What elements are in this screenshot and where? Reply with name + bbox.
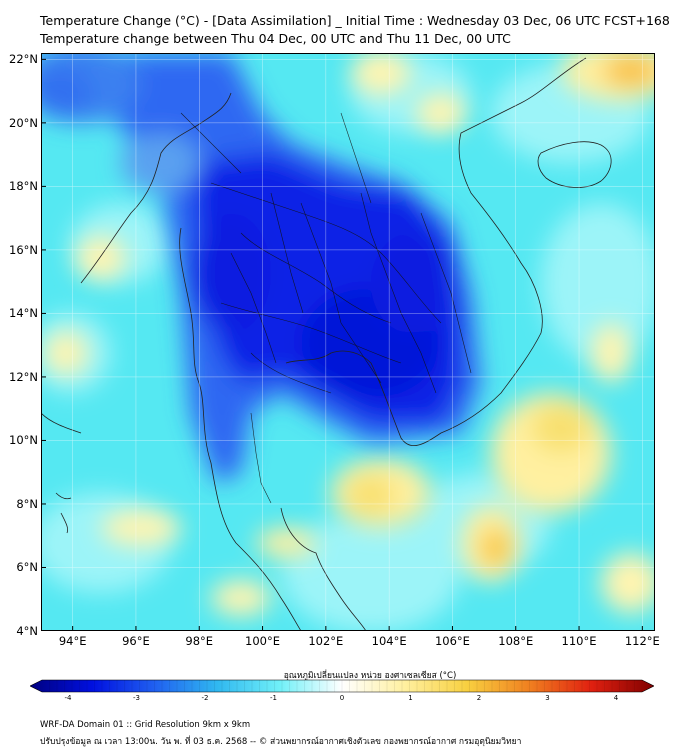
- colorbar-title: อุณหภูมิเปลี่ยนแปลง หน่วย องศาเซลเซียส (…: [283, 671, 457, 681]
- lon-label: 96°E: [122, 634, 150, 648]
- admin-borders: [180, 112, 472, 504]
- colorbar: [30, 679, 654, 693]
- update-credit: ปรับปรุงข้อมูล ณ เวลา 13:00น. วัน พ. ที่…: [40, 737, 522, 747]
- colorbar-tick-label: -4: [64, 694, 72, 702]
- lat-label: 4°N: [16, 624, 38, 638]
- lon-label: 94°E: [58, 634, 87, 648]
- map-title: Temperature Change (°C) - [Data Assimila…: [40, 13, 670, 28]
- lon-label: 102°E: [308, 634, 344, 648]
- lat-label: 20°N: [9, 115, 38, 130]
- lat-label: 14°N: [9, 306, 38, 321]
- colorbar-tick-label: -3: [133, 694, 140, 702]
- lat-label: 6°N: [16, 560, 38, 575]
- lon-label: 98°E: [185, 634, 214, 648]
- temperature-change-map: [41, 53, 655, 631]
- axis-ticks: [41, 58, 643, 631]
- lon-label: 108°E: [498, 634, 534, 648]
- map-subtitle: Temperature change between Thu 04 Dec, 0…: [40, 31, 511, 46]
- lat-label: 18°N: [9, 179, 38, 194]
- lat-label: 12°N: [9, 369, 38, 384]
- coastlines: [41, 57, 612, 631]
- lat-label: 10°N: [9, 433, 38, 448]
- colorbar-tick-label: 3: [545, 694, 550, 702]
- colorbar-tick-label: 4: [613, 694, 619, 702]
- map-panel: [41, 53, 655, 631]
- colorbar-tick-label: -2: [201, 694, 209, 702]
- lon-label: 100°E: [245, 634, 281, 648]
- colorbar-tick-label: 1: [408, 694, 413, 702]
- lat-label: 8°N: [16, 496, 38, 511]
- lat-label: 22°N: [9, 52, 38, 67]
- colorbar-tick-label: 0: [339, 694, 345, 702]
- colorbar-tick-label: 2: [476, 694, 482, 702]
- lon-label: 106°E: [434, 634, 470, 648]
- lon-label: 110°E: [561, 634, 597, 648]
- colorbar-tick-label: -1: [270, 694, 277, 702]
- lat-label: 16°N: [9, 242, 38, 257]
- model-info: WRF-DA Domain 01 :: Grid Resolution 9km …: [40, 720, 251, 730]
- lon-label: 112°E: [624, 634, 660, 648]
- lon-label: 104°E: [371, 634, 407, 648]
- map-frame: [41, 53, 655, 631]
- graticule: [41, 53, 655, 631]
